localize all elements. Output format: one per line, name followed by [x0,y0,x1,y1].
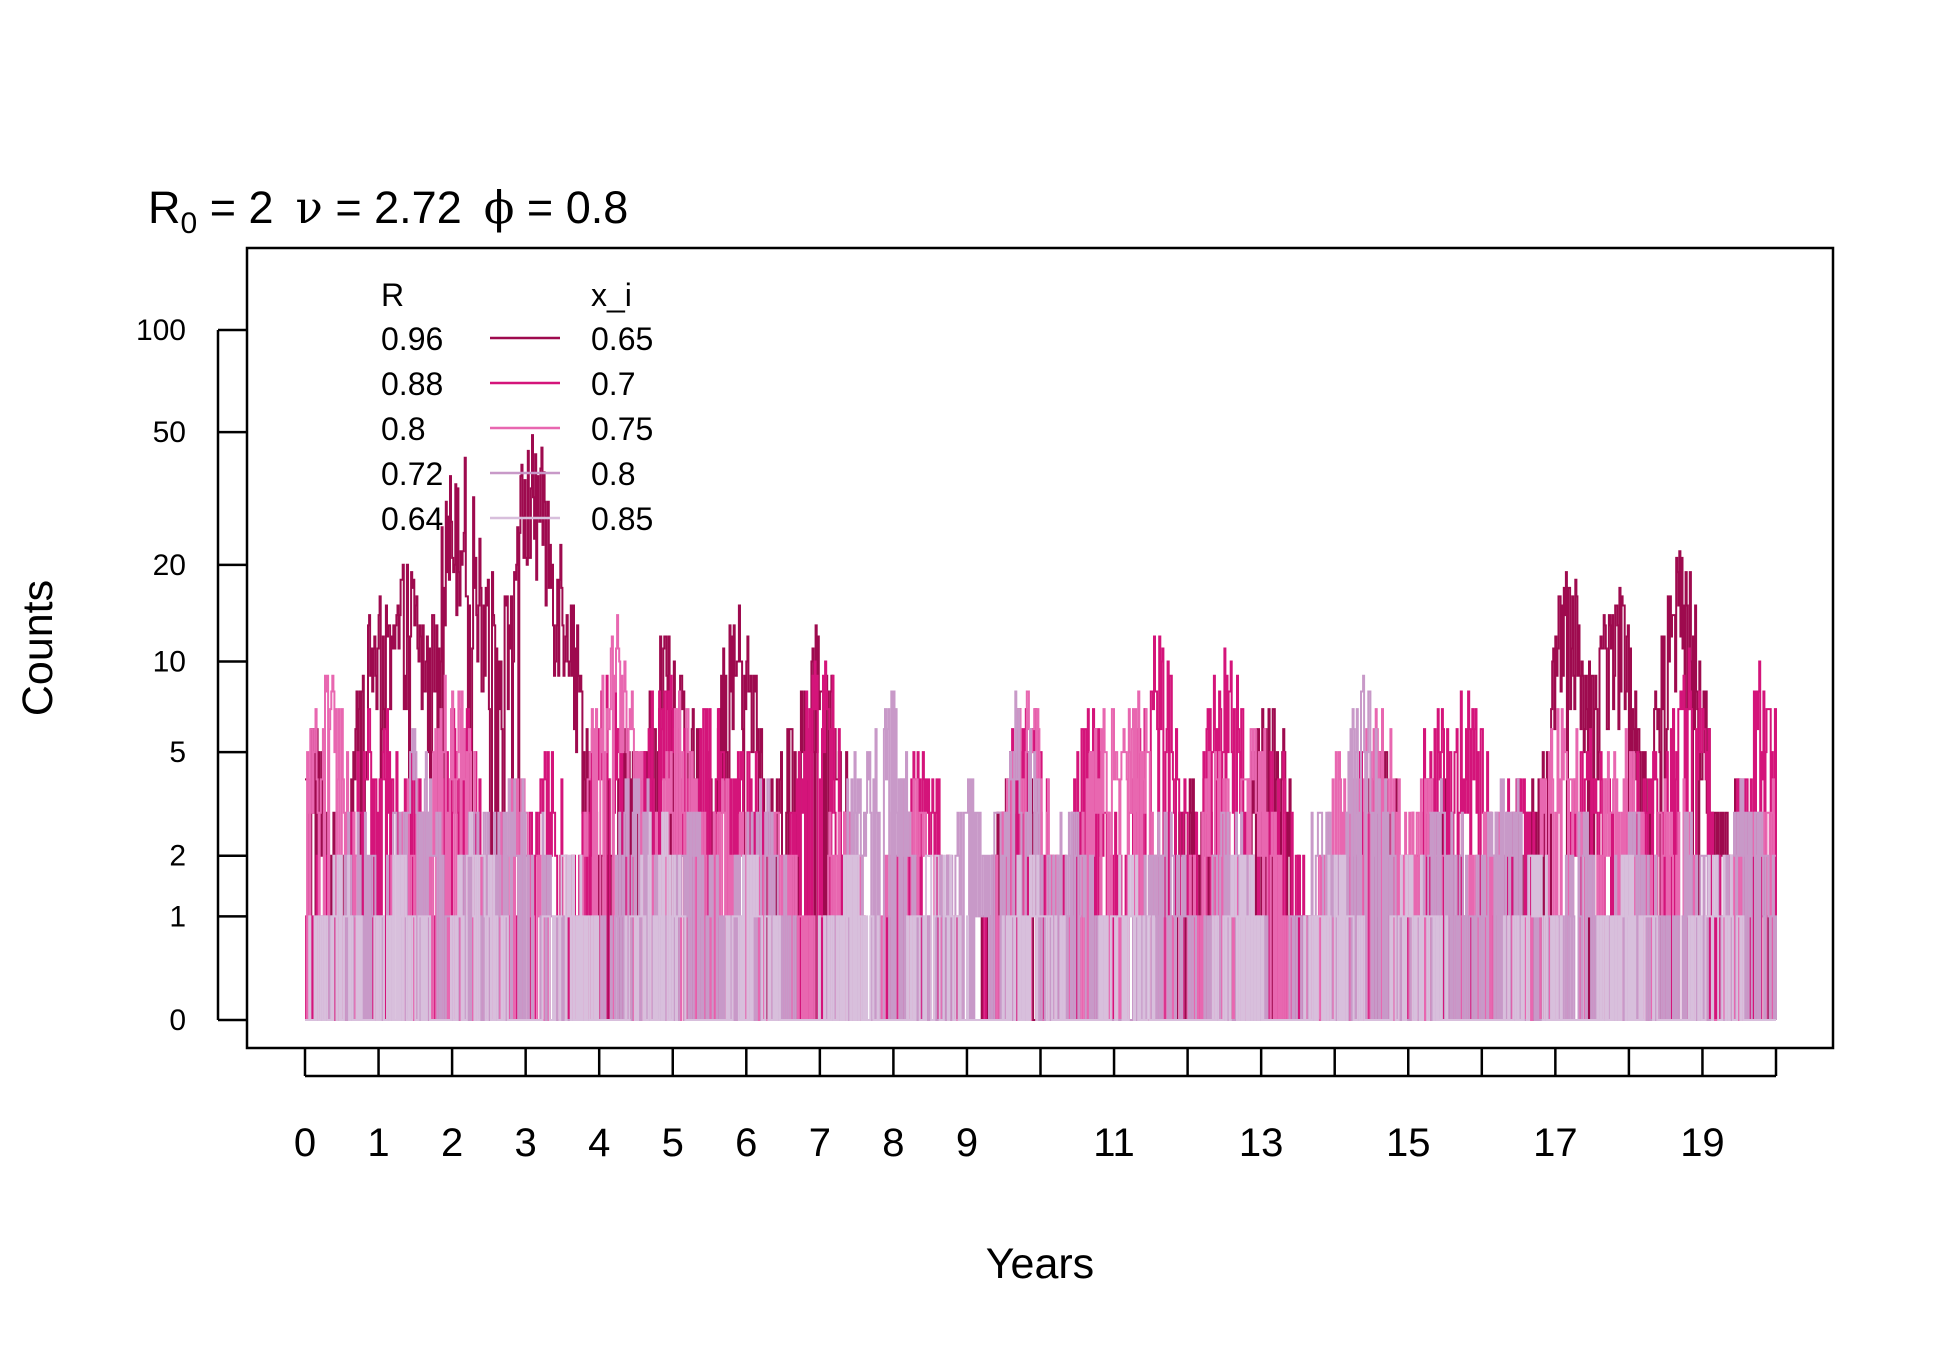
legend-xi-value: 0.7 [591,366,635,402]
x-tick-label: 1 [367,1121,389,1165]
title-nu-value: = 2.72 [323,182,462,233]
x-tick-label: 13 [1239,1121,1284,1165]
legend-r-value: 0.72 [381,456,443,492]
x-axis-label: Years [986,1240,1094,1288]
x-tick-label: 0 [294,1121,316,1165]
y-tick-label: 20 [153,549,186,582]
x-tick-label: 17 [1533,1121,1578,1165]
legend-r-value: 0.8 [381,411,425,447]
legend-header-r: R [381,277,404,313]
y-tick-label: 2 [169,840,186,873]
x-tick-label: 2 [441,1121,463,1165]
x-tick-label: 7 [809,1121,831,1165]
x-tick-label: 11 [1093,1121,1135,1165]
y-tick-label: 5 [169,736,186,769]
series-line [305,811,1776,1021]
x-tick-label: 4 [588,1121,610,1165]
chart-title: R0 = 2 ν = 2.72 ϕ = 0.8 [148,181,628,240]
y-axis-label: Counts [14,580,62,716]
y-tick-label: 0 [169,1004,186,1037]
title-phi-symbol: ϕ [484,181,515,234]
x-tick-label: 19 [1680,1121,1725,1165]
title-r0-subscript: 0 [181,207,198,240]
title-r0-symbol: R [148,182,181,233]
legend-entries: 0.96 0.65 0.88 0.7 0.8 0.75 0.72 0.8 0.64 0.85 [381,321,653,537]
x-tick-label: 6 [735,1121,757,1165]
legend-xi-value: 0.75 [591,411,653,447]
y-tick-label: 50 [153,416,186,449]
x-tick-label: 9 [956,1121,978,1165]
series-layer [305,434,1777,1021]
y-tick-label: 1 [169,900,186,933]
x-tick-label: 3 [515,1121,537,1165]
legend-r-value: 0.64 [381,501,443,537]
legend-xi-value: 0.85 [591,501,653,537]
y-tick-label: 100 [136,314,186,347]
title-nu-symbol: ν [296,181,323,234]
legend-header-xi: x_i [591,277,632,313]
legend: R x_i 0.96 0.650.88 0.70.8 0.750.72 0.80.64 0… [381,277,653,537]
x-tick-label: 8 [882,1121,904,1165]
legend-r-value: 0.96 [381,321,443,357]
x-axis: 0 1 2 3 4 5 6 7 8 9 11 13 15 17 19 [294,1048,1778,1165]
title-r0-value: = 2 [197,182,273,233]
legend-xi-value: 0.65 [591,321,653,357]
x-tick-label: 15 [1386,1121,1431,1165]
title-phi-value: = 0.8 [514,182,628,233]
x-tick-label: 5 [662,1121,684,1165]
y-tick-label: 10 [153,645,186,678]
legend-xi-value: 0.8 [591,456,635,492]
legend-r-value: 0.88 [381,366,443,402]
y-axis: 0 1 2 5 10 20 50 100 [136,314,247,1037]
